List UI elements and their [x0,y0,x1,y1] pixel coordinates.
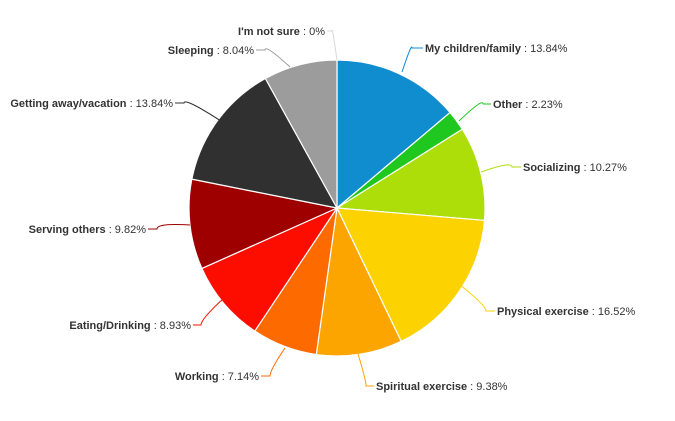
connector-getting-away-vacation [175,101,225,124]
slice-label-value: : 9.38% [467,381,508,393]
slice-label-value: : 8.93% [151,320,192,332]
connector-spiritual-exercise [357,353,374,387]
slice-label-serving-others: Serving others : 9.82% [29,224,147,236]
pie-slice-my-children-family[interactable] [336,59,451,210]
slice-label-name: My children/family [425,43,522,55]
slice-label-name: Working [175,371,219,383]
connector-my-children-family [401,46,423,73]
pie-slice-spiritual-exercise[interactable] [315,205,403,357]
slice-label-name: Eating/Drinking [69,320,150,332]
connector-sleeping [256,48,291,68]
pie-slices [188,59,486,357]
slice-label-value: : 9.82% [106,224,147,236]
pie-slice-eating-drinking[interactable] [201,206,339,332]
slice-label-name: Serving others [29,224,106,236]
slice-label-value: : 10.27% [580,162,627,174]
slice-label-name: Getting away/vacation [10,98,126,110]
connector-other [458,102,491,122]
slice-label-name: Spiritual exercise [376,381,467,393]
slice-label-getting-away-vacation: Getting away/vacation : 13.84% [10,98,173,110]
slice-label-name: Other [493,99,523,111]
slice-label-name: I'm not sure [238,26,300,38]
slice-label-value: : 2.23% [522,99,563,111]
slice-label-value: : 13.84% [127,98,174,110]
slice-label-working: Working : 7.14% [175,371,259,383]
slice-label-other: Other : 2.23% [493,99,563,111]
slice-label-value: : 7.14% [219,371,260,383]
label-connectors [148,29,521,387]
connector-eating-drinking [193,297,225,326]
pie-slice-physical-exercise[interactable] [336,207,486,343]
slice-label-value: : 8.04% [214,45,255,57]
connector-i-m-not-sure [327,29,338,61]
connector-serving-others [148,224,191,230]
slice-labels: My children/family : 13.84% Other : 2.23%… [10,26,635,393]
slice-label-name: Socializing [523,162,580,174]
slice-label-value: : 13.84% [521,43,568,55]
connector-physical-exercise [454,280,495,312]
slice-label-value: : 0% [300,26,325,38]
slice-label-name: Physical exercise [497,306,589,318]
connector-socializing [480,164,521,173]
slice-label-spiritual-exercise: Spiritual exercise : 9.38% [376,381,508,393]
slice-label-physical-exercise: Physical exercise : 16.52% [497,306,635,318]
slice-label-sleeping: Sleeping : 8.04% [168,45,254,57]
slice-label-my-children-family: My children/family : 13.84% [425,43,568,55]
pie-slice-getting-away-vacation[interactable] [191,77,339,209]
slice-label-name: Sleeping [168,45,214,57]
slice-label-i-m-not-sure: I'm not sure : 0% [238,26,325,38]
slice-label-eating-drinking: Eating/Drinking : 8.93% [69,320,191,332]
slice-label-socializing: Socializing : 10.27% [523,162,627,174]
slice-label-value: : 16.52% [589,306,636,318]
pie-slice-socializing[interactable] [335,128,486,222]
connector-working [261,347,286,377]
